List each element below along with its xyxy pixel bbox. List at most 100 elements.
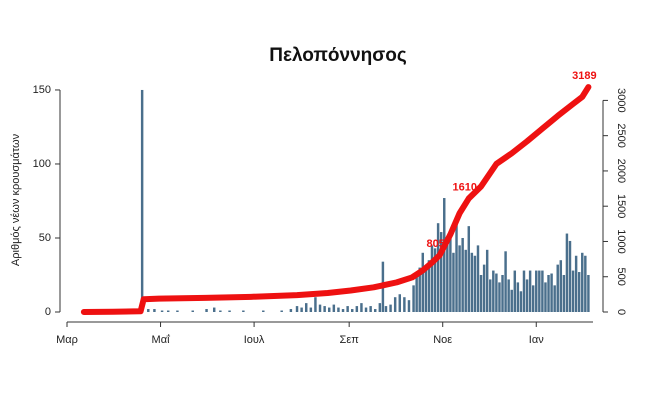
bar xyxy=(166,310,170,312)
bar xyxy=(427,260,431,312)
bar xyxy=(525,279,529,312)
y2-tick-label: 3000 xyxy=(615,88,627,112)
bar xyxy=(452,252,455,312)
y2-tick-label: 0 xyxy=(615,309,627,315)
bar xyxy=(351,309,354,312)
bar xyxy=(556,264,559,312)
bar xyxy=(510,289,513,312)
bar xyxy=(242,310,245,312)
bar xyxy=(449,230,452,312)
bar xyxy=(467,226,471,312)
bar xyxy=(369,306,372,312)
bar xyxy=(407,300,411,312)
bar xyxy=(559,260,563,312)
bar xyxy=(492,270,495,312)
bar xyxy=(482,264,486,312)
y2-tick-label: 1000 xyxy=(615,229,627,253)
bar xyxy=(519,291,523,312)
bar xyxy=(498,282,501,312)
bar xyxy=(280,310,283,312)
x-tick-label: Μαρ xyxy=(56,334,78,346)
bar xyxy=(461,237,464,312)
y-tick-label: 0 xyxy=(45,306,51,318)
bar xyxy=(501,274,504,312)
bar xyxy=(398,294,402,312)
bar xyxy=(346,306,349,312)
bar xyxy=(587,274,590,312)
bar xyxy=(577,272,581,312)
bar xyxy=(318,304,322,312)
bar xyxy=(300,307,303,312)
bar xyxy=(140,89,144,312)
bar xyxy=(364,307,368,312)
bar xyxy=(430,245,434,312)
bar xyxy=(228,310,231,312)
y2-tick-label: 2000 xyxy=(615,159,627,183)
bar xyxy=(341,309,345,312)
data-label: 1610 xyxy=(453,181,477,193)
bar xyxy=(528,270,532,312)
bar xyxy=(393,297,397,312)
x-tick-label: Νοε xyxy=(433,334,452,346)
bar xyxy=(516,282,520,312)
bar xyxy=(547,274,550,312)
y2-tick-label: 1500 xyxy=(615,194,627,218)
bar xyxy=(443,198,446,312)
data-label: 3189 xyxy=(572,70,596,82)
bar xyxy=(439,232,443,312)
bar xyxy=(332,304,336,312)
bar xyxy=(337,307,340,312)
bar xyxy=(485,249,489,312)
bar xyxy=(531,285,535,312)
bar xyxy=(495,273,498,312)
bar xyxy=(562,274,566,312)
bar xyxy=(433,248,437,312)
bar xyxy=(389,304,392,312)
y-tick-label: 150 xyxy=(33,84,51,96)
bar xyxy=(538,270,541,312)
bar xyxy=(415,274,418,312)
bar xyxy=(544,282,547,312)
x-tick-label: Μαΐ xyxy=(152,334,171,346)
bar xyxy=(355,306,359,312)
bar xyxy=(360,303,363,312)
data-label: 805 xyxy=(426,238,444,250)
x-tick-label: Ιουλ xyxy=(244,334,265,346)
bar xyxy=(470,252,474,312)
bar xyxy=(191,310,194,312)
y2-tick-label: 500 xyxy=(615,268,627,286)
bar xyxy=(289,309,293,312)
bar xyxy=(565,233,569,312)
bar xyxy=(309,307,313,312)
bar xyxy=(412,285,415,312)
bar xyxy=(568,240,572,312)
y-tick-label: 50 xyxy=(39,232,51,244)
bar xyxy=(504,251,507,312)
bar xyxy=(507,279,510,312)
bar xyxy=(295,306,299,312)
chart-title: Πελοπόννησος xyxy=(269,45,407,66)
bar xyxy=(212,307,216,312)
bar xyxy=(522,270,526,312)
bar xyxy=(574,255,578,312)
bar xyxy=(374,309,377,312)
bar xyxy=(328,307,331,312)
bar xyxy=(436,223,440,312)
bar xyxy=(571,270,575,312)
bar xyxy=(403,297,406,312)
bar xyxy=(458,245,461,312)
bar xyxy=(541,270,544,312)
bar xyxy=(581,252,584,312)
bar xyxy=(219,310,222,312)
bar xyxy=(476,245,480,312)
bar xyxy=(421,252,425,312)
bar xyxy=(314,297,317,312)
bar xyxy=(455,223,458,312)
y-axis-label: Αριθμός νέων κρουσμάτων xyxy=(10,133,22,266)
bar xyxy=(424,270,428,312)
bar xyxy=(205,309,208,312)
bar xyxy=(262,310,265,312)
bar xyxy=(160,310,164,312)
y-tick-label: 100 xyxy=(33,158,51,170)
bar xyxy=(513,270,517,312)
